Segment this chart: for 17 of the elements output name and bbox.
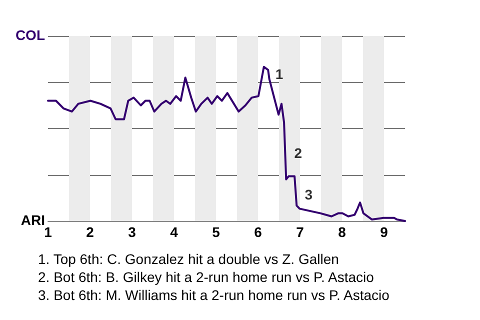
x-tick-label: 9 [380,224,388,240]
x-tick-label: 3 [128,224,136,240]
x-tick-label: 1 [44,224,52,240]
text: 3. Bot 6th: M. Williams hit a 2-run home run vs P. Astacio [38,287,390,303]
x-tick-label: 4 [170,224,178,240]
text: 1. Top 6th: C. Gonzalez hit a double vs Z. Gallen [38,251,339,267]
x-tick-label: 7 [296,224,304,240]
annotation: 3 [304,186,313,202]
x-tick-label: 5 [212,224,220,240]
text: 2. Bot 6th: B. Gilkey hit a 2-run home run vs P. Astacio [38,269,374,285]
annotation: 2 [294,144,302,161]
annotation: 1 [275,66,284,82]
x-tick-label: 8 [338,224,346,240]
x-tick-label: 2 [86,224,94,240]
text: ARI [20,212,46,228]
x-tick-label: 6 [254,224,262,240]
text: COL [15,27,46,43]
